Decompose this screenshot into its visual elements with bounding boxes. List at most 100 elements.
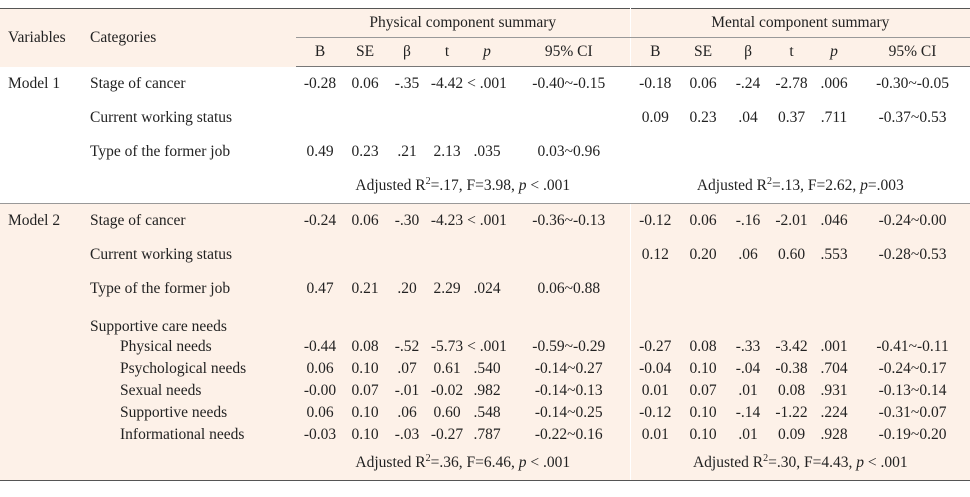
- header-mcs-col: B: [630, 37, 681, 67]
- mcs-value: [813, 272, 855, 306]
- adjusted-pcs: Adjusted R2=.17, F=3.98, p < .001: [296, 169, 631, 204]
- pcs-value: -0.03: [303, 426, 337, 443]
- table-row: Psychological needs 0.06 0.10 .07 0.61 .540 -0…: [0, 358, 970, 380]
- pcs-value: .540: [473, 360, 501, 377]
- pcs-value: 0.49: [306, 143, 334, 160]
- pcs-value: .20: [397, 280, 417, 297]
- mcs-value: .01: [738, 426, 758, 443]
- mcs-value: -.33: [735, 338, 761, 355]
- mcs-value: 0.01: [641, 426, 669, 443]
- mcs-value: .931: [820, 382, 848, 399]
- pcs-value: -0.44: [303, 338, 337, 355]
- pcs-value: -0.59~-0.29: [508, 336, 631, 358]
- pcs-value: -0.14~0.13: [508, 380, 631, 402]
- pcs-value: 0.10: [351, 404, 379, 421]
- adjusted-post: < .001: [864, 454, 908, 472]
- adjusted-post: =.003: [867, 177, 904, 195]
- adjusted-row: Adjusted R2=.36, F=6.46, p < .001 Adjuste…: [0, 446, 970, 481]
- header-mcs-col: t: [770, 37, 814, 67]
- table-row: Model 2 Stage of cancer -0.24 0.06 -.30 -4.23…: [0, 203, 970, 481]
- pcs-value: 0.60: [433, 404, 461, 421]
- pcs-value: -0.22~0.16: [508, 424, 631, 446]
- mcs-value: [855, 135, 970, 169]
- mcs-value: 0.01: [641, 382, 669, 399]
- mcs-value: [770, 135, 813, 169]
- mcs-value: 0.10: [689, 426, 717, 443]
- pcs-value: < .001: [467, 338, 507, 355]
- mcs-value: -.24: [735, 75, 761, 92]
- mcs-value: [726, 272, 770, 306]
- header-mcs-col: β: [726, 37, 771, 67]
- pcs-value: [344, 306, 386, 336]
- mcs-value: .001: [820, 338, 848, 355]
- pcs-value: -.30: [394, 212, 420, 229]
- regression-table: Variables Categories Physical component …: [0, 8, 970, 481]
- pcs-value: [428, 101, 466, 135]
- mcs-value: 0.09: [641, 109, 669, 126]
- mcs-value: .704: [820, 360, 848, 377]
- mcs-value: -0.12: [639, 212, 672, 229]
- mcs-value: [630, 272, 680, 306]
- table-row: Type of the former job 0.47 0.21 .20 2.29 .02…: [0, 272, 970, 306]
- adjusted-sup: 2: [425, 453, 431, 465]
- pcs-value: 0.03~0.96: [508, 135, 631, 169]
- adjusted-mid: =.13, F=2.62,: [772, 177, 861, 195]
- mcs-value: .711: [820, 109, 848, 126]
- pcs-value: [428, 306, 466, 336]
- pcs-value: 2.13: [433, 143, 461, 160]
- mcs-value: .224: [820, 404, 848, 421]
- adjusted-p: p: [518, 454, 527, 472]
- adjusted-pre: Adjusted R: [696, 177, 768, 195]
- category-label: Current working status: [90, 109, 233, 126]
- pcs-value: [508, 101, 631, 135]
- table-row: Type of the former job 0.49 0.23 .21 2.13 .03…: [0, 135, 970, 169]
- category-label: Sexual needs: [120, 382, 202, 399]
- model-label: Model 2: [0, 203, 90, 481]
- mcs-value: .553: [820, 246, 848, 263]
- header-pcs-col: β: [386, 37, 428, 67]
- mcs-value: -0.12: [639, 404, 672, 421]
- pcs-value: 0.06: [351, 212, 379, 229]
- category-label: Physical needs: [120, 338, 212, 355]
- header-pcs-col: SE: [344, 37, 386, 67]
- pcs-value: [508, 238, 631, 272]
- mcs-value: 0.06: [689, 75, 717, 92]
- category-label: Type of the former job: [90, 280, 231, 297]
- pcs-value: 2.29: [433, 280, 461, 297]
- pcs-value: .024: [473, 280, 501, 297]
- table-row: Current working status 0.12 0.20 .06 0.60 .55…: [0, 238, 970, 272]
- mcs-value: -0.27: [639, 338, 672, 355]
- adjusted-p: p: [856, 454, 864, 472]
- mcs-value: .06: [738, 246, 758, 263]
- mcs-value: 0.12: [641, 246, 669, 263]
- header-pcs-col: B: [296, 37, 344, 67]
- mcs-value: [813, 306, 855, 336]
- mcs-value: [770, 272, 813, 306]
- header-pcs-col: p: [466, 37, 508, 67]
- adjusted-row: Adjusted R2=.17, F=3.98, p < .001 Adjuste…: [0, 169, 970, 204]
- pcs-value: -0.02: [430, 382, 464, 399]
- pcs-value: -5.73: [430, 338, 464, 355]
- header-mental: Mental component summary: [630, 8, 970, 38]
- category-label: Type of the former job: [90, 143, 231, 160]
- adjusted-mid: =.30, F=4.43,: [768, 454, 857, 472]
- table-row: Sexual needs -0.00 0.07 -.01 -0.02 .982 -0.14~…: [0, 380, 970, 402]
- table-row: Informational needs -0.03 0.10 -.03 -0.27 .78…: [0, 424, 970, 446]
- mcs-value: [680, 306, 726, 336]
- mcs-value: -.04: [735, 360, 761, 377]
- pcs-value: .982: [473, 382, 501, 399]
- adjusted-mid: =.36, F=6.46,: [430, 454, 519, 472]
- pcs-value: -.03: [394, 426, 420, 443]
- mcs-value: -2.78: [775, 75, 808, 92]
- pcs-value: 0.07: [351, 382, 379, 399]
- adjusted-p: p: [518, 177, 527, 195]
- model-label: Model 1: [0, 66, 90, 204]
- pcs-value: [344, 101, 386, 135]
- mcs-value: -0.37~0.53: [878, 109, 947, 126]
- mcs-value: [813, 135, 855, 169]
- header-categories: Categories: [90, 8, 296, 67]
- mcs-value: .04: [738, 109, 758, 126]
- pcs-value: .787: [473, 426, 501, 443]
- pcs-value: 0.06~0.88: [508, 272, 631, 306]
- pcs-value: -4.23: [430, 212, 464, 229]
